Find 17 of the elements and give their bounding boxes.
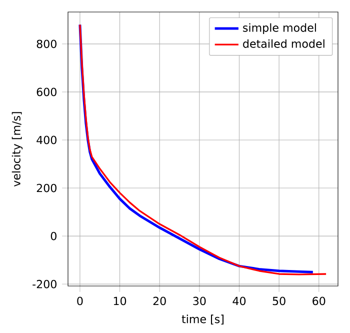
y-tick-label: 600 xyxy=(36,88,56,96)
x-tick-label: 40 xyxy=(232,296,246,306)
y-tick-label: 200 xyxy=(36,184,56,192)
y-axis-title: velocity [m/s] xyxy=(12,112,23,187)
y-tick-label: 0 xyxy=(50,232,56,240)
y-tick-label: 400 xyxy=(36,136,56,144)
x-tick-label: 0 xyxy=(77,296,83,306)
legend-label: simple model xyxy=(243,23,316,34)
y-tick-label: 800 xyxy=(36,40,56,48)
x-axis-title: time [s] xyxy=(182,314,224,325)
x-tick-label: 10 xyxy=(114,296,126,306)
x-tick-label: 60 xyxy=(312,296,326,306)
y-tick-label: -200 xyxy=(32,280,56,288)
x-tick-label: 30 xyxy=(193,296,206,306)
legend-label: detailed model xyxy=(243,39,324,48)
x-tick-label: 50 xyxy=(272,296,286,306)
x-tick-label: 20 xyxy=(153,296,166,306)
